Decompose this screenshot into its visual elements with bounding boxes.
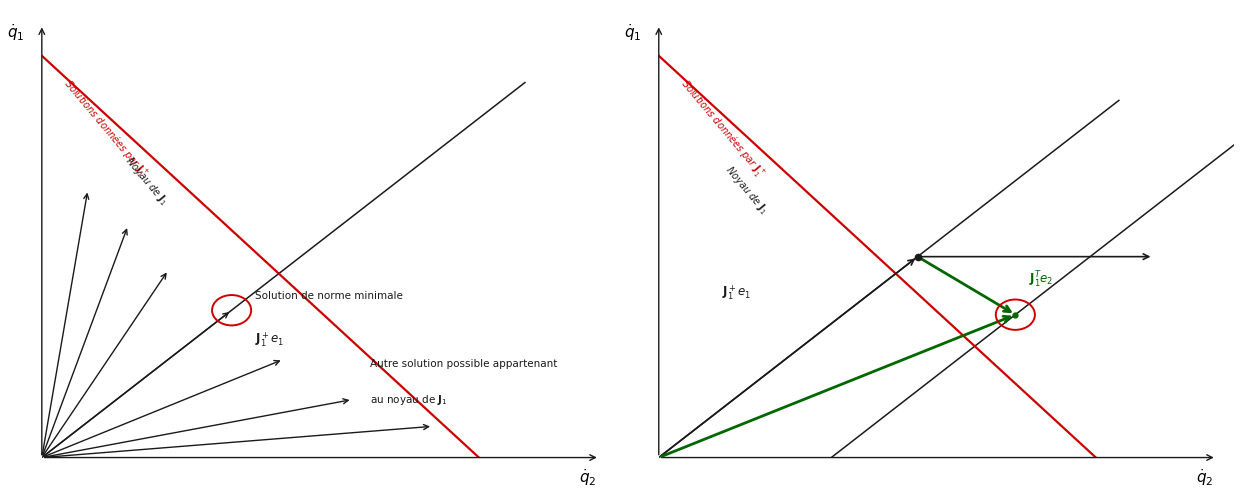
Text: Autre solution possible appartenant: Autre solution possible appartenant <box>370 359 557 369</box>
Text: $\mathbf{J}_1^+ e_1$: $\mathbf{J}_1^+ e_1$ <box>722 283 751 302</box>
Text: Solutions données par $\mathbf{J}_1^+$: Solutions données par $\mathbf{J}_1^+$ <box>676 77 768 182</box>
Text: au noyau de $\mathbf{J}_1$: au noyau de $\mathbf{J}_1$ <box>370 393 447 407</box>
Text: Noyau de $\mathbf{J}_1$: Noyau de $\mathbf{J}_1$ <box>722 163 771 217</box>
Text: Solutions données par $\mathbf{J}_1^+$: Solutions données par $\mathbf{J}_1^+$ <box>59 77 151 182</box>
Text: $\dot{q}_2$: $\dot{q}_2$ <box>579 467 596 488</box>
Text: Solution de norme minimale: Solution de norme minimale <box>255 291 402 301</box>
Text: $\mathbf{J}_1^+ e_1$: $\mathbf{J}_1^+ e_1$ <box>255 330 284 348</box>
Text: $\dot{q}_1$: $\dot{q}_1$ <box>624 22 641 43</box>
Text: Noyau de $\mathbf{J}_1$: Noyau de $\mathbf{J}_1$ <box>122 154 171 208</box>
Text: $\mathbf{J}_1^{T} e_2$: $\mathbf{J}_1^{T} e_2$ <box>1030 270 1053 290</box>
Text: $\dot{q}_1$: $\dot{q}_1$ <box>7 22 25 43</box>
Text: $\dot{q}_2$: $\dot{q}_2$ <box>1196 467 1214 488</box>
